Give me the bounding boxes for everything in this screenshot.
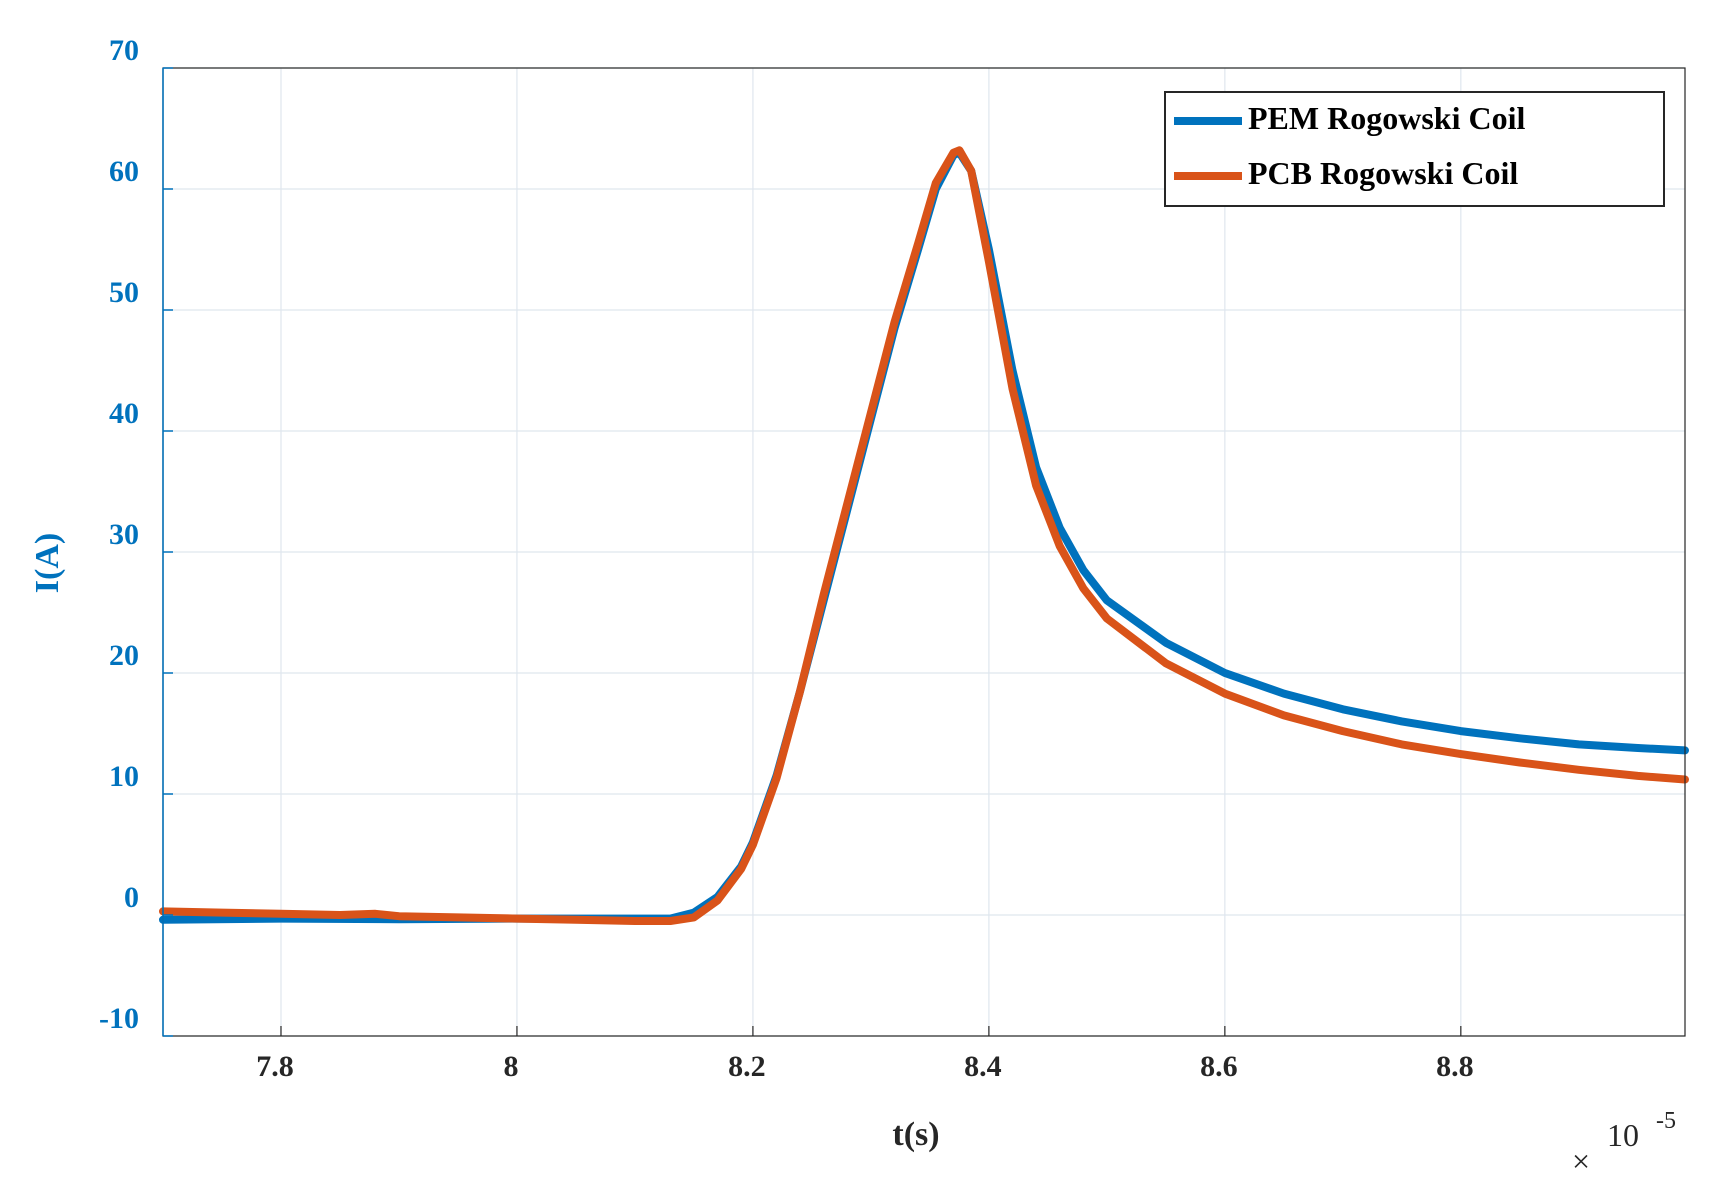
y-tick-label-1: 0 xyxy=(124,881,139,914)
y-tick-label-3: 20 xyxy=(109,639,139,672)
legend: PEM Rogowski Coil PCB Rogowski Coil xyxy=(1164,91,1665,207)
y-tick-label-2: 10 xyxy=(109,760,139,793)
x-tick-label-5: 8.8 xyxy=(1436,1050,1474,1083)
x-axis-label: t(s) xyxy=(892,1116,939,1153)
y-tick-label-6: 50 xyxy=(109,276,139,309)
y-tick-label-5: 40 xyxy=(109,397,139,430)
x-tick-label-4: 8.6 xyxy=(1200,1050,1238,1083)
series-layer xyxy=(159,146,1689,925)
x-axis-exponent: × 10 -5 xyxy=(1572,1108,1676,1179)
y-tick-label-8: 70 xyxy=(109,34,139,67)
x-exponent-power: -5 xyxy=(1656,1108,1676,1134)
x-exponent-symbol: × xyxy=(1572,1143,1590,1179)
x-tick-label-0: 7.8 xyxy=(256,1050,294,1083)
legend-box xyxy=(1164,91,1665,207)
x-tick-label-3: 8.4 xyxy=(964,1050,1002,1083)
y-tick-label-4: 30 xyxy=(109,518,139,551)
y-axis-label: I(A) xyxy=(29,533,66,593)
y-axis-ticks: -10 0 10 20 30 40 50 60 70 xyxy=(99,34,173,1037)
legend-label-pcb: PCB Rogowski Coil xyxy=(1248,155,1518,191)
series-line-1 xyxy=(159,146,1689,925)
y-tick-label-0: -10 xyxy=(99,1002,139,1035)
x-axis-ticks: 7.8 8 8.2 8.4 8.6 8.8 xyxy=(256,1026,1474,1083)
x-tick-label-2: 8.2 xyxy=(728,1050,766,1083)
x-exponent-base: 10 xyxy=(1607,1117,1639,1153)
legend-label-pem: PEM Rogowski Coil xyxy=(1248,100,1525,136)
y-tick-label-7: 60 xyxy=(109,155,139,188)
x-tick-label-1: 8 xyxy=(503,1050,518,1083)
